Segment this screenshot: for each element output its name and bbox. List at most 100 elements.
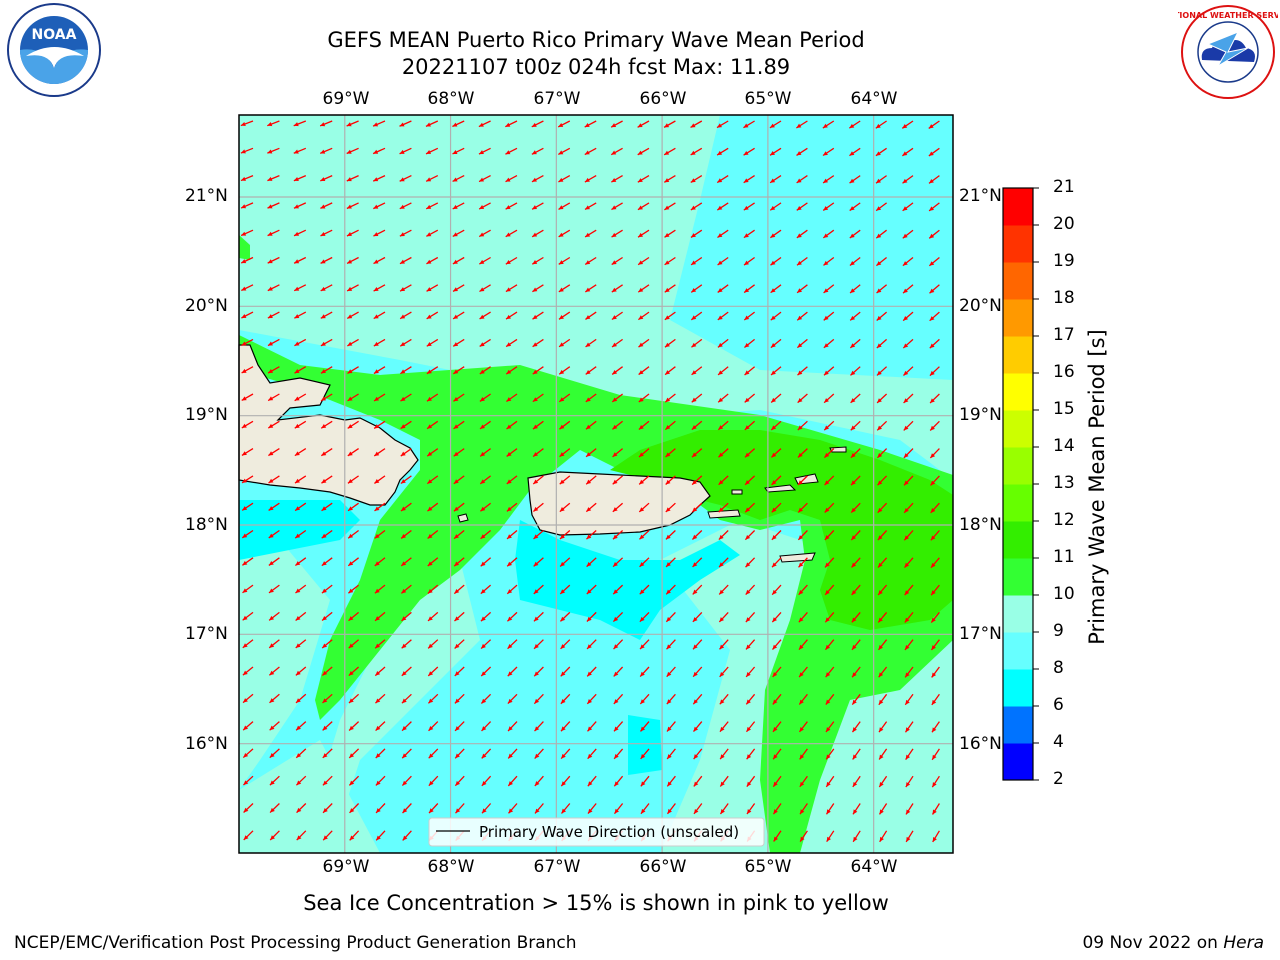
wave-arrow-head xyxy=(796,123,802,128)
wave-arrow-head xyxy=(720,809,725,814)
colorbar-segment xyxy=(1003,225,1033,263)
wave-arrow-head xyxy=(638,260,644,265)
wave-arrow xyxy=(558,284,571,293)
hispaniola-landmass xyxy=(238,344,419,506)
wave-arrow xyxy=(557,120,571,128)
wave-arrow xyxy=(506,530,518,540)
wave-arrow-head xyxy=(505,232,511,237)
wave-arrow xyxy=(559,557,571,567)
wave-arrow-head xyxy=(428,780,434,786)
wave-arrow xyxy=(743,202,755,211)
wave-arrow xyxy=(904,611,914,623)
wave-arrow-head xyxy=(720,754,725,760)
wave-arrow-head xyxy=(613,671,619,677)
wave-arrow xyxy=(798,721,808,733)
wave-arrow xyxy=(506,557,518,567)
wave-arrow-head xyxy=(823,288,829,293)
wave-arrow xyxy=(692,584,703,595)
wave-arrow-head xyxy=(480,534,486,539)
wave-arrow xyxy=(532,393,544,403)
wave-arrow-head xyxy=(850,398,856,403)
wave-arrow-head xyxy=(903,288,908,294)
wave-arrow-head xyxy=(932,754,937,760)
wave-arrow-head xyxy=(243,780,249,786)
wave-arrow-head xyxy=(584,123,590,128)
wave-arrow-head xyxy=(744,370,750,375)
wave-arrow-head xyxy=(322,616,327,621)
wave-arrow xyxy=(267,147,280,154)
wave-arrow xyxy=(666,803,676,815)
wave-arrow-head xyxy=(241,451,247,456)
wave-arrow xyxy=(823,284,835,294)
wave-arrow-head xyxy=(772,589,777,595)
wave-arrow-head xyxy=(746,754,752,760)
wave-arrow-head xyxy=(772,562,777,568)
wave-arrow xyxy=(664,420,676,431)
wave-arrow-head xyxy=(321,533,327,539)
wave-arrow xyxy=(425,175,439,182)
wave-arrow xyxy=(584,120,597,128)
wave-arrow-head xyxy=(823,315,829,321)
wave-arrow-head xyxy=(480,506,486,512)
wave-arrow-head xyxy=(851,535,857,541)
wave-arrow xyxy=(744,393,756,403)
wave-arrow-head xyxy=(321,451,327,456)
wave-arrow-head xyxy=(718,480,724,485)
wave-arrow xyxy=(373,420,386,430)
wave-arrow xyxy=(480,611,492,622)
wave-arrow xyxy=(532,366,544,375)
wave-arrow xyxy=(902,202,914,212)
wave-arrow xyxy=(902,311,914,322)
wave-arrow xyxy=(876,311,888,322)
wave-arrow xyxy=(401,748,412,759)
wave-arrow xyxy=(295,748,307,759)
wave-arrow-head xyxy=(242,615,248,621)
wave-arrow-head xyxy=(349,835,355,841)
wave-arrow-head xyxy=(664,287,670,293)
wave-arrow xyxy=(240,147,254,154)
wave-arrow xyxy=(745,666,756,678)
wave-arrow-head xyxy=(533,479,539,485)
lon-label-bottom: 65°W xyxy=(744,857,792,877)
wave-arrow-head xyxy=(825,699,831,705)
wave-arrow xyxy=(930,475,940,486)
wave-arrow-head xyxy=(851,562,857,568)
colorbar-tick-label: 19 xyxy=(1053,251,1075,271)
map-subtitle: 20221107 t00z 024h fcst Max: 11.89 xyxy=(401,55,791,79)
wave-arrow-head xyxy=(853,809,858,815)
wave-arrow xyxy=(743,311,755,321)
wave-arrow-head xyxy=(799,809,805,815)
wave-arrow-head xyxy=(798,507,803,513)
wave-arrow-head xyxy=(770,233,776,238)
wave-arrow-head xyxy=(269,698,275,703)
wave-arrow xyxy=(637,147,650,156)
wave-arrow-head xyxy=(294,286,300,291)
wave-arrow xyxy=(243,830,254,841)
wave-arrow xyxy=(505,202,518,210)
wave-arrow-head xyxy=(347,314,353,319)
wave-arrow xyxy=(453,448,465,457)
wave-arrow xyxy=(348,693,360,704)
wave-arrow xyxy=(903,366,914,376)
wave-arrow-head xyxy=(798,535,804,540)
wave-arrow xyxy=(690,120,703,129)
wave-arrow-head xyxy=(587,808,593,814)
wave-arrow xyxy=(796,229,808,239)
wave-arrow-head xyxy=(878,617,883,623)
wave-arrow-head xyxy=(558,122,564,127)
wave-arrow xyxy=(241,311,254,319)
wave-arrow xyxy=(560,666,571,677)
wave-arrow-head xyxy=(349,780,355,786)
wave-arrow-head xyxy=(506,369,512,375)
wave-arrow-head xyxy=(559,479,565,485)
wave-arrow-head xyxy=(665,479,671,485)
wave-arrow xyxy=(242,693,254,704)
wave-arrow-head xyxy=(532,397,538,402)
period-contour xyxy=(239,235,250,260)
wave-arrow xyxy=(902,338,914,349)
wave-arrow-head xyxy=(718,507,724,513)
wave-arrow-head xyxy=(638,232,644,238)
sea-ice-note: Sea Ice Concentration > 15% is shown in … xyxy=(303,891,889,915)
wave-arrow-head xyxy=(375,698,381,704)
